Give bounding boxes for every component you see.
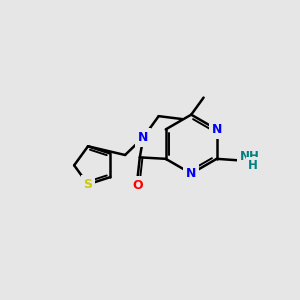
Text: S: S [83,178,92,191]
Text: H: H [248,159,258,172]
Text: O: O [132,178,143,191]
Text: NH: NH [239,150,259,163]
Text: N: N [138,131,148,144]
Text: N: N [186,167,196,180]
Text: N: N [212,123,222,136]
